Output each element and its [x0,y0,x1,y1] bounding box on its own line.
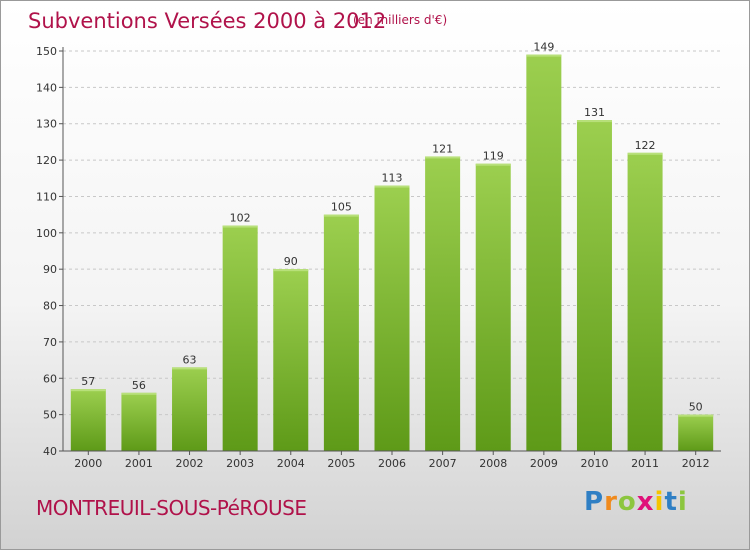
bar-value-label: 90 [284,255,298,268]
bar-top-edge [222,225,258,228]
logo-letter: r [604,487,618,517]
bar-top-edge [172,367,208,370]
bar-top-edge [121,392,157,395]
y-tick-label: 80 [43,300,57,313]
bar [374,185,410,451]
y-tick-label: 140 [36,81,57,94]
bar-value-label: 119 [483,150,504,163]
logo-letter: i [654,487,665,517]
x-tick-label: 2007 [429,457,457,470]
bar [323,214,359,451]
y-tick-label: 110 [36,190,57,203]
bar [121,392,157,451]
bar [70,389,106,451]
y-tick-label: 90 [43,263,57,276]
unit-note: (en milliers d'€) [353,13,448,27]
x-tick-label: 2004 [277,457,305,470]
y-tick-label: 40 [43,445,57,458]
bar-value-label: 56 [132,379,146,392]
x-tick-label: 2003 [226,457,254,470]
x-tick-label: 2001 [125,457,153,470]
bar-top-edge [678,414,714,417]
bar-top-edge [323,214,359,217]
logo-letter: t [664,487,678,517]
logo-letter: x [636,487,655,517]
x-tick-label: 2009 [530,457,558,470]
bar-top-edge [374,185,410,188]
bar-top-edge [576,120,612,123]
bar-value-label: 63 [183,353,197,366]
bar [425,156,461,452]
x-tick-label: 2011 [631,457,659,470]
chart-title: Subventions Versées 2000 à 2012 [28,9,387,33]
bar [222,225,258,451]
bar-value-label: 113 [382,172,403,185]
bar-value-label: 50 [689,401,703,414]
logo-letter: P [584,487,605,517]
bar [678,414,714,451]
bar-top-edge [475,163,511,166]
x-tick-label: 2002 [176,457,204,470]
bar [172,367,208,451]
bar-top-edge [70,389,106,392]
x-tick-label: 2008 [479,457,507,470]
bars [70,54,714,452]
y-tick-label: 70 [43,336,57,349]
y-tick-label: 100 [36,227,57,240]
bar-value-label: 149 [533,41,554,54]
axes [59,47,721,455]
bar-top-edge [273,269,309,272]
x-tick-label: 2005 [327,457,355,470]
x-tick-label: 2010 [580,457,608,470]
bar [627,152,663,451]
y-tick-label: 150 [36,45,57,58]
bar-value-label: 131 [584,106,605,119]
y-tick-label: 130 [36,118,57,131]
x-tick-label: 2006 [378,457,406,470]
bar [576,120,612,451]
bar-top-edge [526,54,562,57]
bar-value-label: 122 [635,139,656,152]
bar-value-label: 105 [331,201,352,214]
bar [475,163,511,451]
bar-value-label: 121 [432,142,453,155]
proxiti-logo: Proxiti [584,487,688,517]
bar-value-label: 102 [230,212,251,225]
y-tick-label: 60 [43,372,57,385]
commune-name: MONTREUIL-SOUS-PéROUSE [36,496,307,520]
logo-letter: o [617,487,637,517]
y-tick-label: 120 [36,154,57,167]
labels: 40 50 60 70 80 90 100 110 120 130 140 150 57 2000 56 20… [36,41,710,470]
bar [273,269,309,451]
x-tick-label: 2000 [74,457,102,470]
logo-letter: i [677,487,688,517]
y-tick-label: 50 [43,409,57,422]
bar-top-edge [627,152,663,155]
bar-value-label: 57 [81,375,95,388]
bar-top-edge [425,156,461,159]
bar [526,54,562,452]
x-tick-label: 2012 [682,457,710,470]
